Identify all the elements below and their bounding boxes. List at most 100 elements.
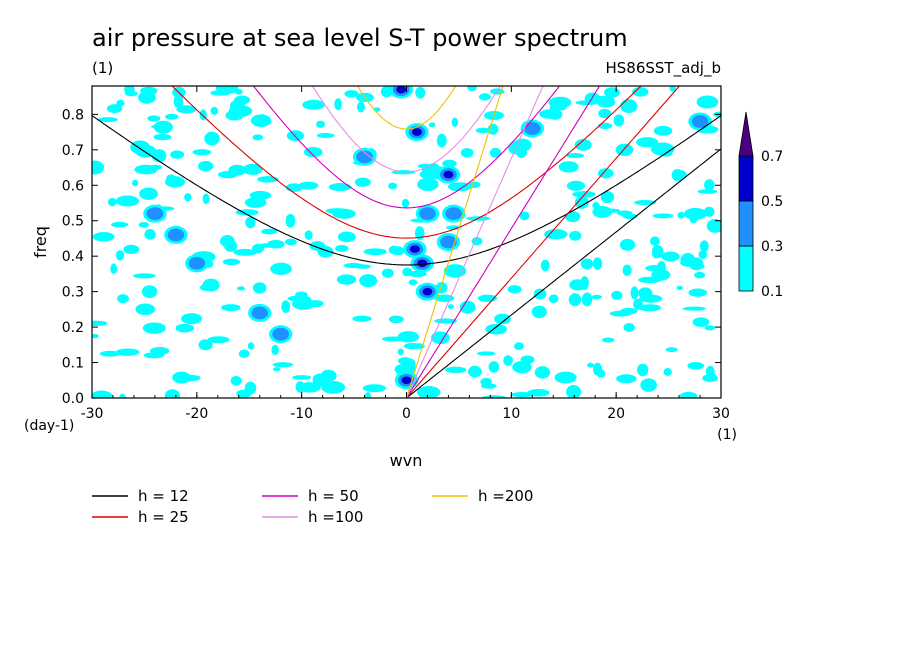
contour-blob — [334, 98, 342, 111]
contour-blob — [298, 181, 319, 190]
contour-blob — [636, 363, 649, 377]
contour-blob — [569, 230, 582, 241]
contour-blob — [460, 147, 474, 158]
contour-blob — [144, 229, 156, 240]
contour-blob — [352, 315, 372, 322]
contour-blob — [210, 106, 218, 115]
contour-blob — [401, 198, 410, 208]
contour-blob — [408, 279, 418, 286]
contour-blob — [135, 303, 156, 316]
contour-blob — [549, 101, 558, 114]
contour-blob — [566, 152, 584, 159]
contour-blob — [261, 228, 278, 235]
contour-blob — [337, 231, 356, 243]
contour-peak — [251, 306, 269, 320]
contour-blob — [580, 258, 594, 270]
contour-peak — [691, 115, 709, 128]
x-tick-label: 0 — [402, 406, 411, 422]
contour-blob — [115, 250, 125, 261]
contour-blob — [233, 248, 258, 256]
y-tick-label: 0.3 — [62, 285, 84, 301]
contour-blob — [92, 320, 108, 326]
contour-blob — [110, 263, 118, 275]
contour-blob — [356, 101, 365, 113]
contour-peak — [401, 376, 412, 385]
contour-blob — [603, 87, 620, 98]
contour-blob — [632, 87, 649, 97]
contour-blob — [706, 372, 716, 380]
contour-blob — [704, 179, 715, 191]
contour-blob — [228, 164, 247, 176]
contour-blob — [515, 144, 524, 155]
contour-blob — [661, 251, 680, 262]
contour-blob — [175, 323, 194, 333]
contour-peak — [523, 122, 541, 135]
contour-blob — [292, 375, 312, 380]
contour-blob — [388, 245, 400, 255]
contour-blob — [270, 262, 292, 276]
contour-blob — [436, 133, 447, 148]
contour-blob — [475, 127, 491, 134]
contour-blob — [548, 294, 559, 304]
contour-blob — [623, 323, 635, 332]
contour-blob — [569, 279, 587, 291]
contour-blob — [687, 361, 705, 370]
contour-blob — [92, 160, 105, 175]
contour-blob — [634, 200, 656, 206]
contour-peak — [419, 207, 436, 221]
contour-blob — [97, 117, 118, 123]
contour-blob — [147, 115, 161, 122]
contour-blob — [565, 211, 581, 223]
y-tick-label: 0.8 — [62, 107, 84, 123]
contour-blob — [220, 234, 235, 248]
contour-blob — [494, 313, 511, 325]
contour-blob — [272, 367, 281, 372]
contour-blob — [238, 349, 250, 358]
contour-blob — [221, 304, 241, 312]
contour-blob — [243, 163, 263, 175]
dispersion-curve-kelvin — [406, 86, 681, 398]
contour-peak — [396, 86, 407, 94]
y-axis-label: freq — [31, 226, 50, 258]
contour-blob — [615, 143, 634, 156]
dispersion-curve-ig — [311, 86, 502, 173]
contour-blob — [639, 294, 663, 303]
contour-blob — [230, 375, 242, 386]
contour-blob — [272, 362, 294, 368]
contour-blob — [116, 99, 125, 107]
y-tick-label: 0.4 — [62, 249, 84, 265]
contour-blob — [651, 245, 660, 259]
dispersion-curve-layer — [92, 86, 721, 398]
colorbar-label: 0.1 — [761, 284, 783, 300]
contour-peak — [146, 207, 164, 221]
contour-blob — [210, 90, 231, 96]
y-tick-label: 0.0 — [62, 391, 84, 407]
contour-blob — [124, 86, 135, 94]
contour-blob — [684, 207, 707, 220]
contour-blob — [540, 259, 550, 272]
contour-blob — [679, 391, 698, 398]
contour-blob — [381, 268, 394, 278]
contour-blob — [476, 351, 496, 356]
colorbar-segment — [738, 200, 754, 247]
contour-blob — [304, 230, 313, 240]
contour-blob — [619, 238, 636, 251]
dispersion-curve-kelvin — [405, 86, 544, 398]
contour-blob — [416, 385, 441, 398]
contour-blob — [519, 211, 530, 221]
contour-blob — [620, 307, 638, 315]
contour-blob — [597, 168, 614, 179]
contour-blob — [252, 282, 267, 294]
contour-blob — [417, 177, 439, 192]
contour-blob — [676, 285, 683, 291]
contour-blob — [503, 355, 513, 366]
contour-blob — [281, 300, 291, 313]
contour-blob — [336, 274, 357, 285]
contour-blob — [388, 315, 404, 324]
x-tick-label: 10 — [502, 406, 520, 422]
contour-blob — [592, 362, 603, 376]
dispersion-curve-kelvin — [406, 148, 721, 398]
contour-blob — [165, 113, 179, 120]
contour-blob — [669, 86, 676, 92]
legend-label: h = 12 — [138, 487, 189, 505]
